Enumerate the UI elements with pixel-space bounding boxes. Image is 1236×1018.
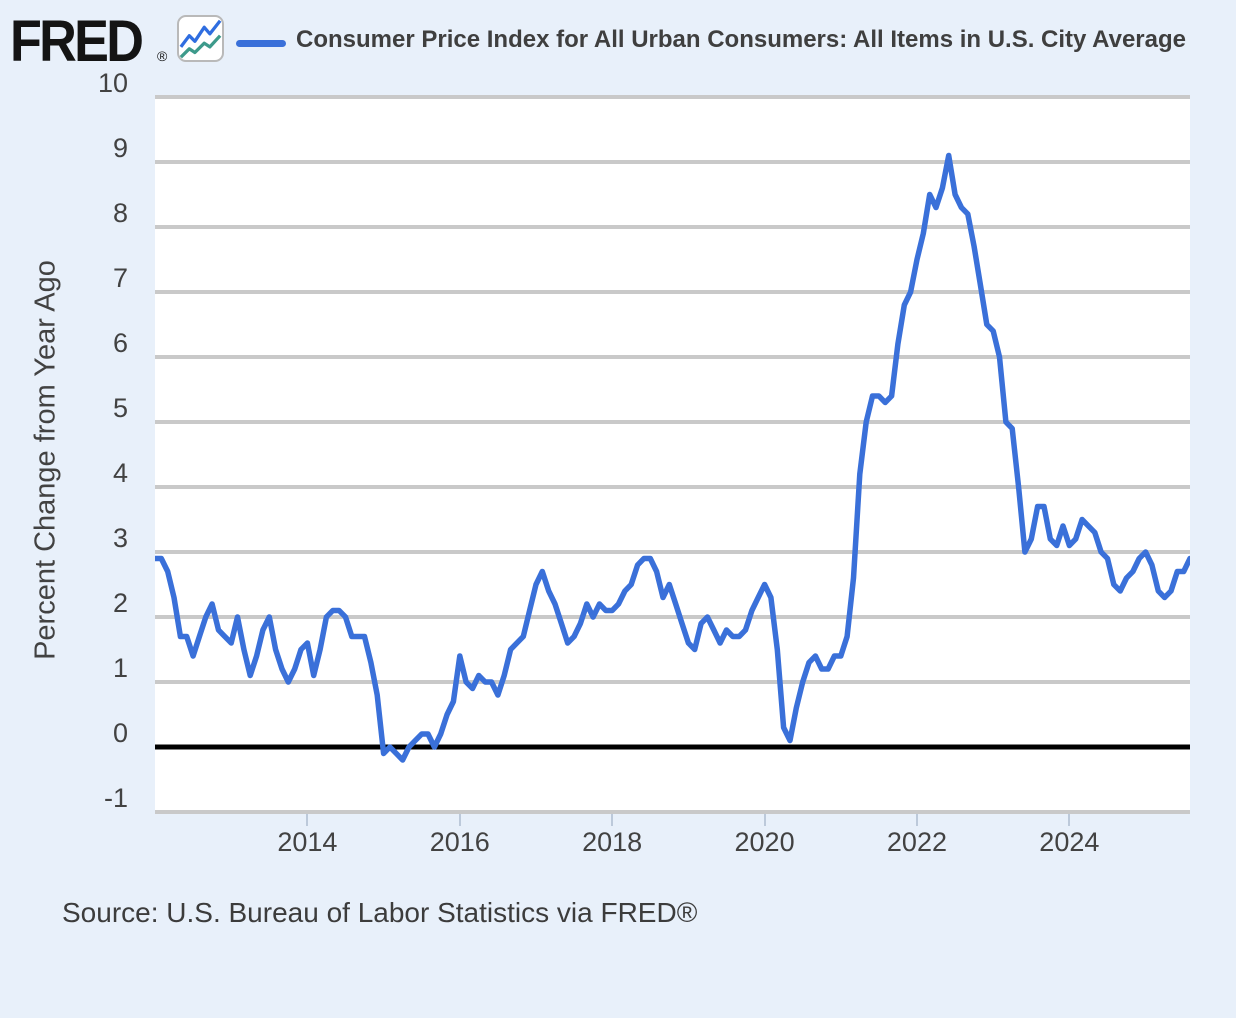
y-tick-label: -1 <box>103 783 128 813</box>
x-tick-label: 2024 <box>1039 827 1100 857</box>
fred-logo-badge[interactable] <box>177 15 224 62</box>
chart-title[interactable]: Consumer Price Index for All Urban Consu… <box>296 26 1186 53</box>
y-tick-label: 2 <box>112 588 128 618</box>
x-tick-mark <box>458 814 461 826</box>
registered-trademark: ® <box>157 48 168 64</box>
x-tick-mark <box>306 814 309 826</box>
y-tick-label: 5 <box>112 393 128 423</box>
x-tick-mark <box>763 814 766 826</box>
x-tick-mark <box>915 814 918 826</box>
fred-sparkline-icon <box>179 19 222 59</box>
source-text: Source: U.S. Bureau of Labor Statistics … <box>62 897 698 928</box>
y-tick-label: 10 <box>97 68 128 98</box>
y-tick-label: 7 <box>112 263 128 293</box>
x-tick-label: 2022 <box>886 827 947 857</box>
y-tick-label: 1 <box>112 653 128 683</box>
x-tick-mark <box>611 814 614 826</box>
y-tick-label: 8 <box>112 198 128 228</box>
y-tick-label: 0 <box>112 718 128 748</box>
plot-area[interactable] <box>155 95 1190 814</box>
y-tick-label: 3 <box>112 523 128 553</box>
series-legend-swatch <box>236 40 286 47</box>
x-tick-label: 2018 <box>582 827 643 857</box>
y-tick-label: 9 <box>112 133 128 163</box>
x-tick-mark <box>1068 814 1071 826</box>
x-tick-label: 2020 <box>734 827 795 857</box>
x-tick-label: 2014 <box>277 827 338 857</box>
plot-svg[interactable] <box>155 95 1190 814</box>
y-tick-label: 4 <box>112 458 128 488</box>
x-tick-label: 2016 <box>429 827 490 857</box>
y-tick-label: 6 <box>112 328 128 358</box>
series-line[interactable] <box>155 152 1190 763</box>
fred-logo[interactable]: FRED <box>10 9 144 74</box>
